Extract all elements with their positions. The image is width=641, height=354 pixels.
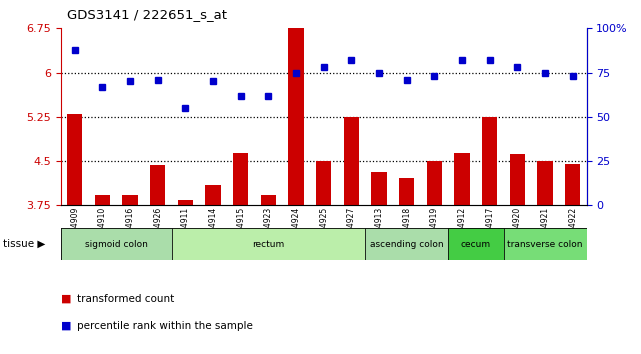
Bar: [61, 228, 172, 260]
Bar: [448, 228, 504, 260]
Bar: [371, 172, 387, 205]
Text: transformed count: transformed count: [77, 294, 174, 304]
Bar: [67, 114, 82, 205]
Text: sigmoid colon: sigmoid colon: [85, 240, 147, 249]
Text: rectum: rectum: [253, 240, 285, 249]
Bar: [344, 117, 359, 205]
Bar: [565, 164, 580, 205]
Bar: [510, 154, 525, 205]
Bar: [261, 195, 276, 205]
Bar: [178, 200, 193, 205]
Text: percentile rank within the sample: percentile rank within the sample: [77, 321, 253, 331]
Bar: [233, 153, 248, 205]
Bar: [427, 161, 442, 205]
Bar: [150, 165, 165, 205]
Bar: [365, 228, 448, 260]
Bar: [316, 161, 331, 205]
Text: ascending colon: ascending colon: [370, 240, 444, 249]
Bar: [288, 28, 304, 205]
Bar: [537, 161, 553, 205]
Text: tissue ▶: tissue ▶: [3, 239, 46, 249]
Text: ■: ■: [61, 294, 71, 304]
Bar: [454, 153, 470, 205]
Bar: [482, 117, 497, 205]
Text: cecum: cecum: [461, 240, 491, 249]
Bar: [172, 228, 365, 260]
Bar: [205, 185, 221, 205]
Text: GDS3141 / 222651_s_at: GDS3141 / 222651_s_at: [67, 8, 228, 21]
Text: transverse colon: transverse colon: [507, 240, 583, 249]
Bar: [399, 178, 414, 205]
Bar: [122, 195, 138, 205]
Bar: [95, 195, 110, 205]
Bar: [504, 228, 587, 260]
Text: ■: ■: [61, 321, 71, 331]
